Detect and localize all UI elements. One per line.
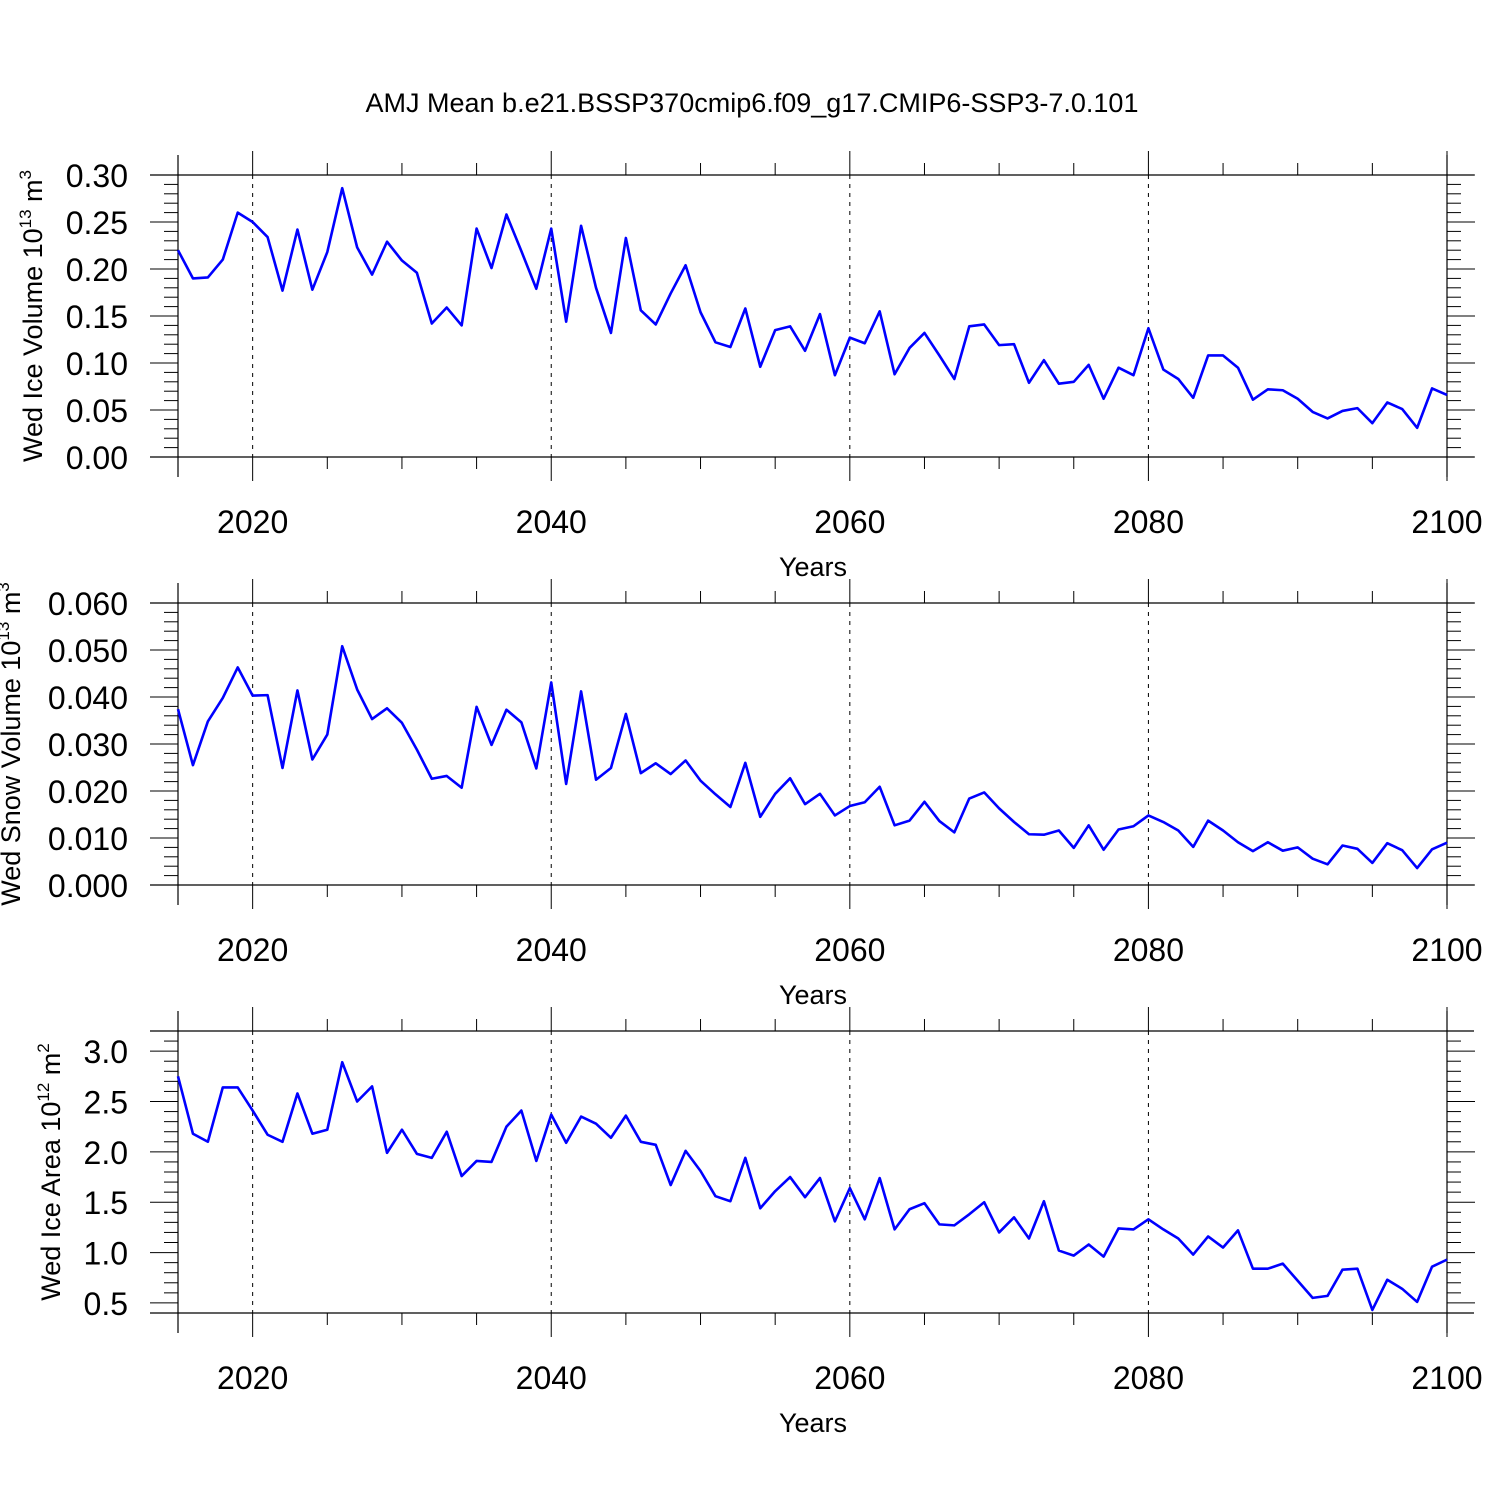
x-tick-label: 2100: [1411, 1360, 1482, 1396]
x-tick-label: 2080: [1113, 1360, 1184, 1396]
x-tick-label: 2100: [1411, 504, 1482, 540]
y-tick-label: 0.5: [84, 1286, 128, 1322]
x-axis-label: Years: [779, 980, 847, 1010]
x-axis-label: Years: [779, 1408, 847, 1438]
y-tick-label: 0.05: [66, 393, 128, 429]
series-line: [176, 186, 1448, 430]
x-tick-label: 2080: [1113, 504, 1184, 540]
y-tick-label: 0.30: [66, 158, 128, 194]
x-tick-label: 2100: [1411, 932, 1482, 968]
x-tick-label: 2040: [516, 932, 587, 968]
y-tick-label: 0.25: [66, 205, 128, 241]
y-tick-label: 0.050: [48, 633, 128, 669]
series-line: [176, 644, 1448, 870]
y-tick-label: 1.0: [84, 1236, 128, 1272]
figure-title: AMJ Mean b.e21.BSSP370cmip6.f09_g17.CMIP…: [366, 88, 1139, 118]
x-tick-label: 2020: [217, 504, 288, 540]
y-tick-label: 0.000: [48, 868, 128, 904]
x-axis-label: Years: [779, 552, 847, 582]
y-axis-label: Wed Ice Volume 1013 m3: [16, 170, 48, 462]
y-tick-label: 0.10: [66, 346, 128, 382]
panels: 2020 2040 2060 2080 2100 0.00 0.05 0.10 0.15 0.20…: [0, 151, 1483, 1438]
y-tick-label: 1.5: [84, 1185, 128, 1221]
x-tick-label: 2040: [516, 1360, 587, 1396]
x-tick-label: 2060: [814, 932, 885, 968]
y-tick-label: 0.040: [48, 680, 128, 716]
y-tick-label: 2.5: [84, 1085, 128, 1121]
panel-1: 2020 2040 2060 2080 2100 0.00 0.05 0.10 0.15 0.20…: [16, 151, 1483, 582]
y-tick-label: 0.060: [48, 586, 128, 622]
y-tick-label: 0.15: [66, 299, 128, 335]
x-tick-label: 2060: [814, 504, 885, 540]
y-tick-label: 0.00: [66, 440, 128, 476]
y-tick-label: 0.030: [48, 727, 128, 763]
y-tick-label: 0.20: [66, 252, 128, 288]
panel-2: 2020 2040 2060 2080 2100 0.000 0.010 0.020 0.030…: [0, 579, 1483, 1010]
y-tick-label: 2.0: [84, 1135, 128, 1171]
x-tick-label: 2080: [1113, 932, 1184, 968]
y-axis-label: Wed Ice Area 1012 m2: [34, 1043, 66, 1301]
x-tick-label: 2040: [516, 504, 587, 540]
x-tick-label: 2020: [217, 1360, 288, 1396]
y-axis-label: Wed Snow Volume 1013 m3: [0, 582, 26, 906]
y-tick-label: 3.0: [84, 1034, 128, 1070]
series-line: [176, 1060, 1448, 1312]
y-tick-label: 0.010: [48, 821, 128, 857]
y-tick-label: 0.020: [48, 774, 128, 810]
panel-3: 2020 2040 2060 2080 2100 0.5 1.0 1.5 2.0 2.5 3.0 Ye…: [34, 1007, 1483, 1438]
x-tick-label: 2020: [217, 932, 288, 968]
x-tick-label: 2060: [814, 1360, 885, 1396]
